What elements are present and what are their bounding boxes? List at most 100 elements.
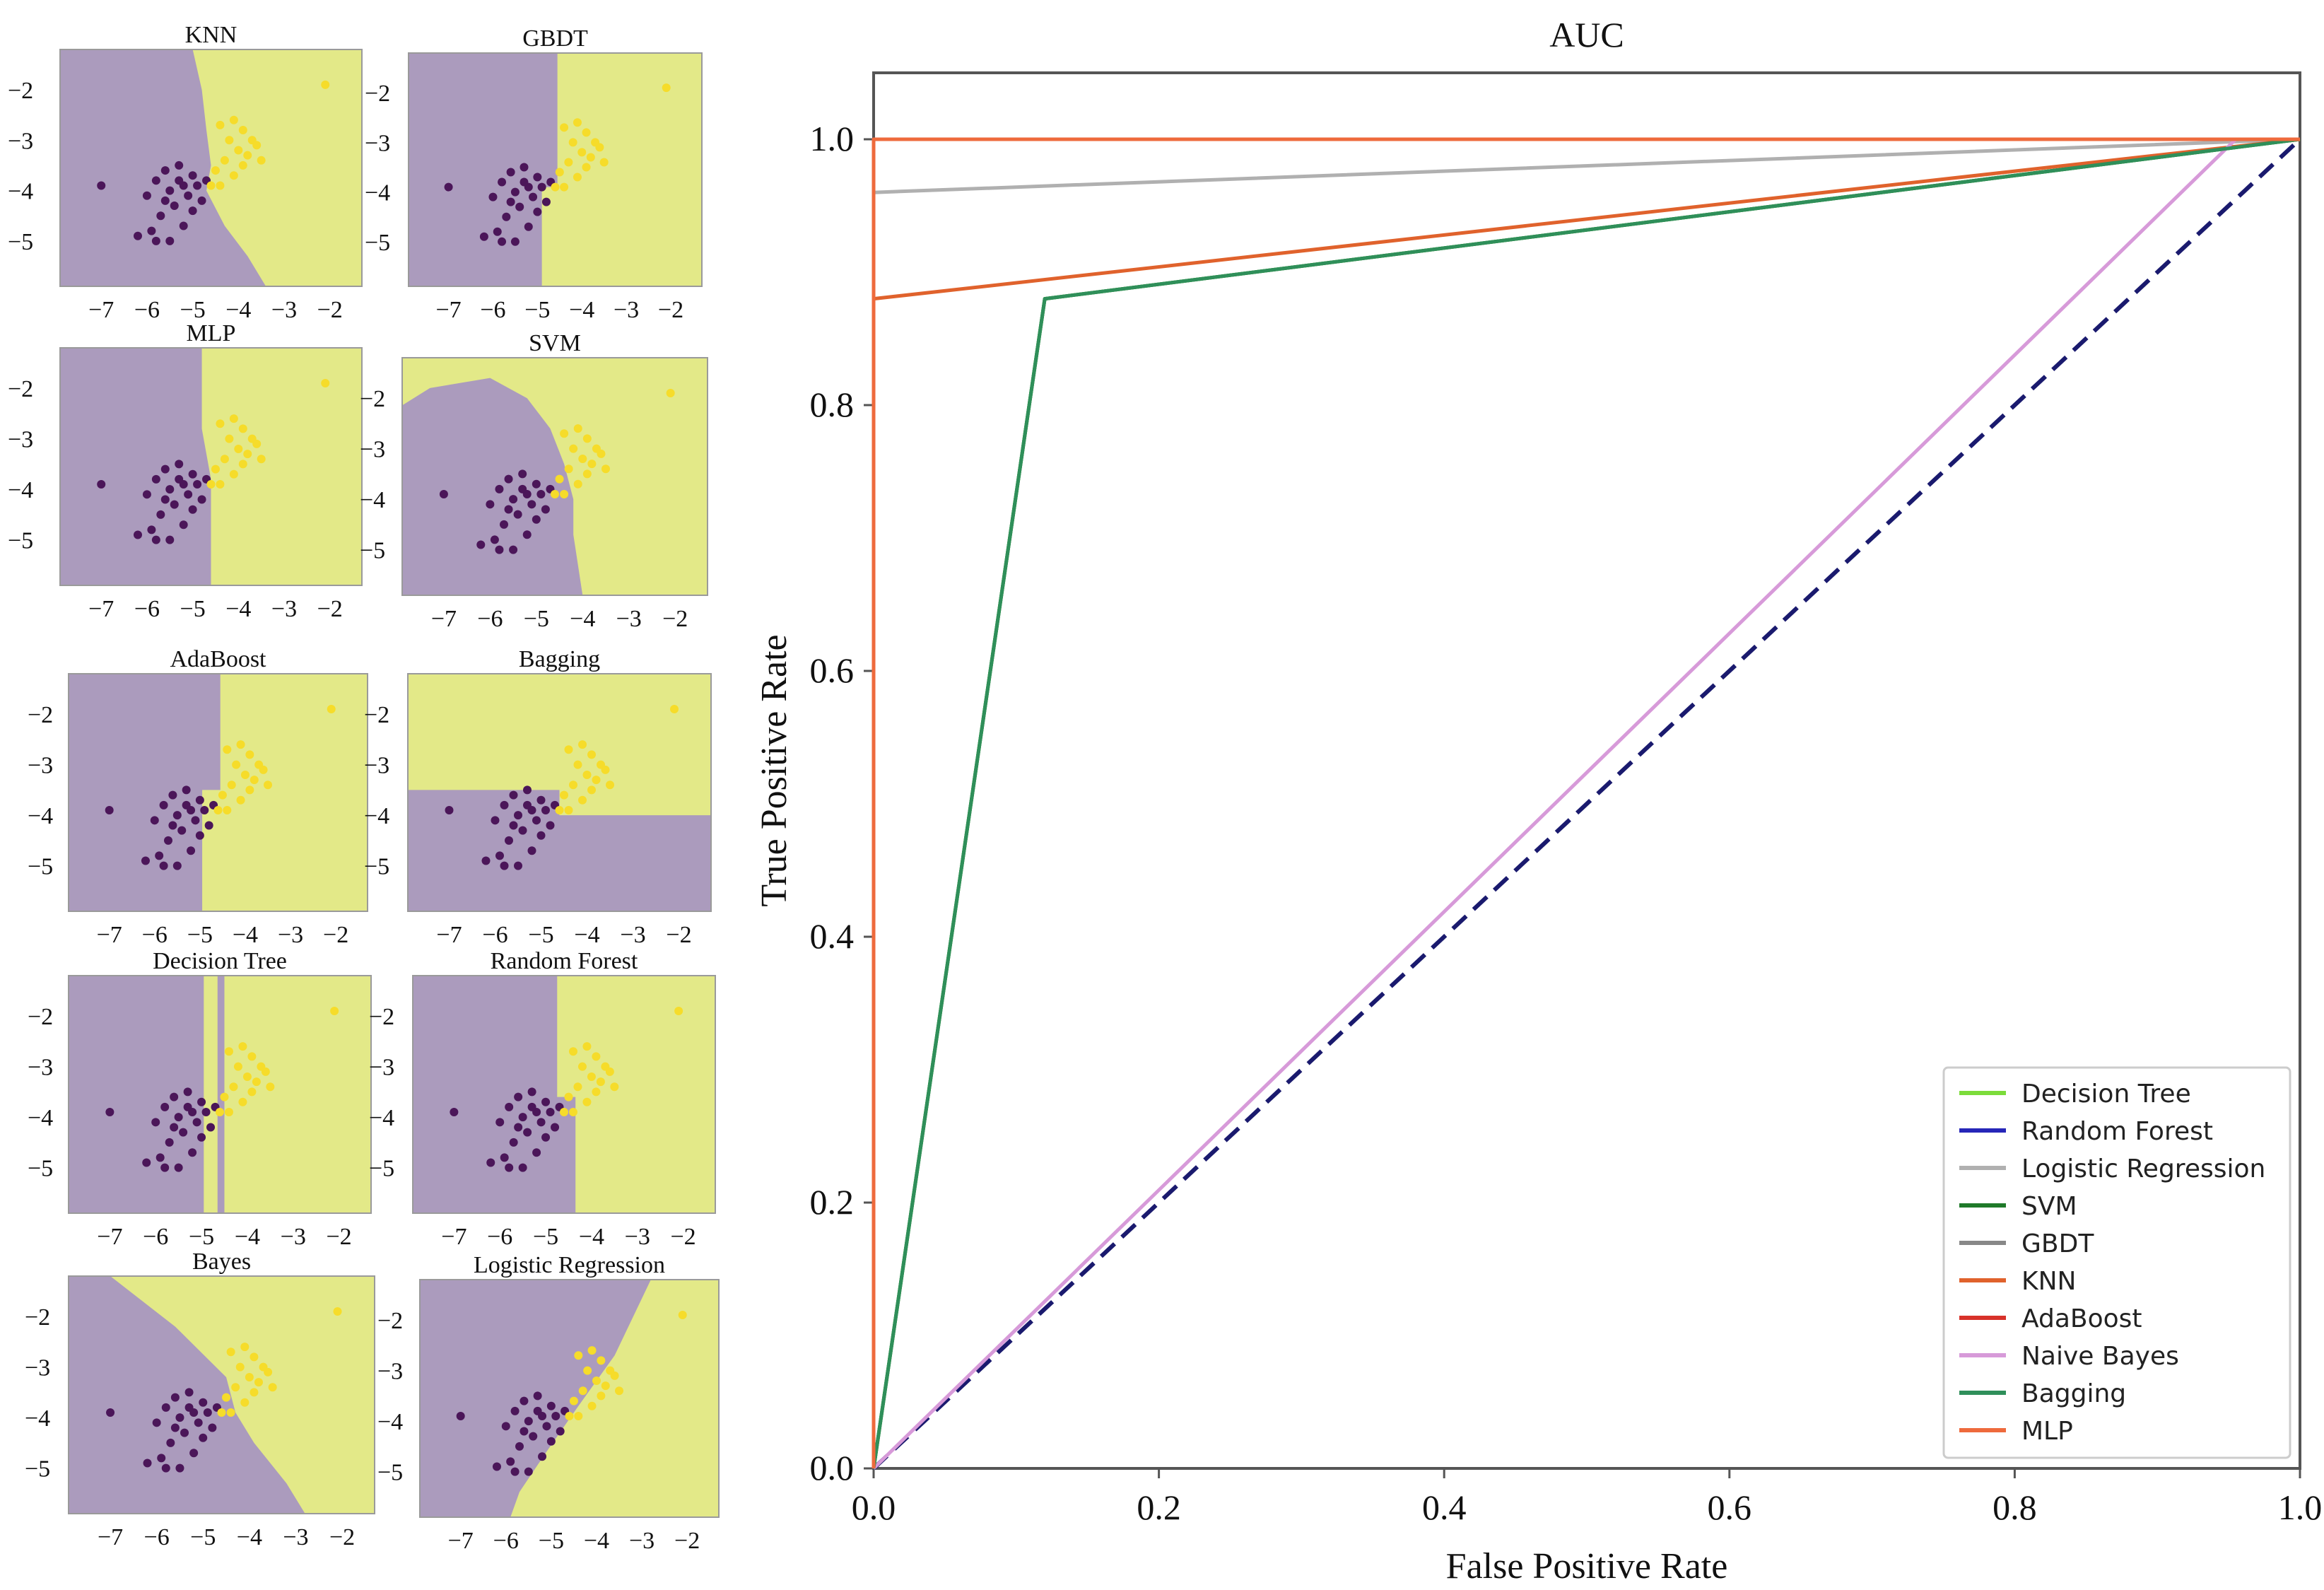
point-class0: [160, 464, 170, 474]
point-class0: [450, 1108, 459, 1117]
point-class0: [536, 1118, 546, 1127]
point-class0: [495, 1118, 505, 1127]
legend-entry: Decision Tree: [1959, 1080, 2191, 1109]
panel-title: Logistic Regression: [474, 1252, 665, 1278]
point-class0: [524, 222, 533, 231]
legend-label: Bagging: [2021, 1379, 2126, 1408]
point-class0: [510, 237, 520, 246]
series-mlp: [872, 137, 2300, 1468]
x-tick-label: −6: [480, 297, 505, 323]
point-class0: [203, 1408, 212, 1417]
point-class0: [505, 836, 513, 845]
point-class0: [166, 1438, 175, 1447]
point-class0: [147, 226, 156, 235]
point-class1: [247, 1052, 257, 1061]
point-class0: [518, 469, 527, 479]
point-class1: [321, 379, 330, 388]
point-class0: [514, 1123, 523, 1132]
point-class1: [606, 781, 614, 790]
point-class1: [587, 1346, 597, 1355]
point-class0: [151, 474, 160, 484]
auc-y-tick-label: 1.0: [810, 119, 855, 158]
point-class1: [233, 1062, 242, 1071]
point-class0: [532, 479, 541, 489]
auc-x-tick-label: 0.2: [1137, 1487, 1181, 1527]
point-class1: [564, 158, 573, 167]
point-class0: [506, 168, 515, 177]
point-class0: [160, 1102, 170, 1111]
legend-label: KNN: [2021, 1267, 2076, 1296]
y-tick-label: −2: [8, 78, 33, 104]
x-tick-label: −6: [493, 1528, 519, 1554]
point-class0: [536, 795, 546, 805]
point-class1: [610, 1371, 619, 1380]
point-class0: [493, 227, 502, 236]
auc-y-tick-label: 0.6: [810, 650, 855, 690]
y-tick-label: −4: [28, 1105, 53, 1131]
point-class1: [231, 1383, 240, 1392]
legend-entry: MLP: [1959, 1417, 2073, 1446]
point-class0: [504, 505, 513, 514]
point-class1: [226, 1348, 235, 1357]
x-tick-label: −4: [235, 1224, 260, 1250]
point-class0: [159, 861, 168, 870]
point-class1: [568, 1047, 577, 1056]
x-tick-label: −3: [278, 922, 303, 948]
panel-bagging: Bagging −2 −3 −4 −5 −7 −6 −5 −4 −3 −2: [364, 646, 712, 948]
point-class0: [541, 1133, 551, 1142]
point-class1: [238, 1042, 247, 1051]
point-class1: [555, 806, 564, 815]
y-tick-label: −2: [365, 81, 390, 107]
point-class1: [573, 1082, 582, 1092]
point-class0: [188, 505, 197, 514]
point-class1: [573, 424, 582, 433]
point-class1: [597, 449, 606, 458]
point-class0: [523, 1128, 532, 1137]
point-class0: [200, 806, 209, 815]
point-class0: [151, 1118, 160, 1127]
point-class0: [524, 1417, 533, 1426]
point-class0: [170, 1423, 180, 1432]
y-tick-label: −5: [377, 1460, 403, 1486]
y-tick-label: −3: [25, 1355, 50, 1381]
legend-entry: Naive Bayes: [1959, 1342, 2179, 1371]
point-class1: [666, 389, 675, 398]
point-class0: [486, 500, 495, 509]
point-class0: [541, 1097, 551, 1106]
point-class1: [568, 1108, 577, 1117]
point-class1: [216, 120, 225, 129]
point-class0: [160, 495, 170, 504]
point-class0: [161, 1403, 170, 1412]
point-class0: [179, 221, 188, 230]
panel-frame: [408, 52, 703, 287]
point-class0: [481, 856, 491, 865]
point-class0: [174, 1113, 183, 1122]
point-class0: [509, 790, 518, 800]
point-class0: [175, 1413, 184, 1422]
point-class0: [506, 197, 515, 206]
point-class0: [501, 1422, 510, 1431]
point-class0: [142, 1158, 151, 1167]
x-tick-label: −5: [187, 922, 213, 948]
point-class0: [514, 861, 522, 870]
point-class0: [195, 831, 204, 840]
point-class1: [240, 1398, 250, 1407]
point-class1: [250, 776, 259, 785]
point-class1: [601, 464, 610, 474]
point-class0: [105, 1108, 115, 1117]
point-class0: [156, 510, 165, 519]
point-class1: [586, 153, 595, 162]
point-class1: [259, 765, 268, 774]
point-class0: [150, 816, 159, 825]
point-class1: [569, 444, 578, 453]
region-class0: [69, 674, 221, 911]
panel-title: AdaBoost: [170, 646, 267, 672]
point-class1: [216, 480, 225, 489]
y-tick-label: −3: [28, 753, 53, 779]
point-class0: [188, 171, 197, 180]
point-class1: [565, 1412, 574, 1421]
point-class1: [587, 1401, 597, 1410]
point-class0: [97, 181, 106, 190]
y-tick-label: −5: [8, 528, 33, 554]
point-class0: [486, 1158, 495, 1167]
